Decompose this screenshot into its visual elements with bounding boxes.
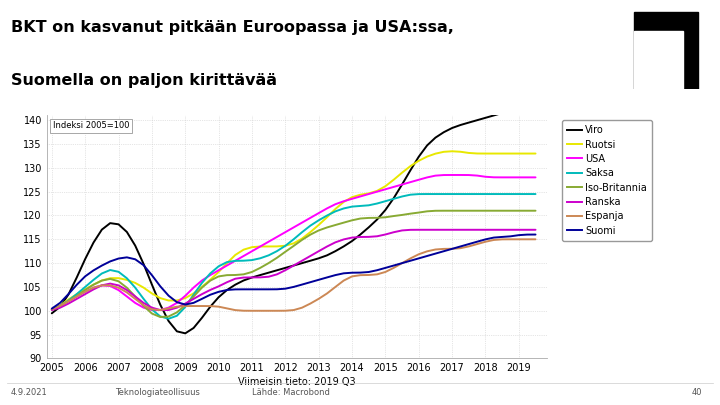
USA bbox=[97, 283, 106, 288]
Espanja bbox=[64, 299, 73, 304]
Saksa bbox=[306, 223, 315, 228]
Iso-Britannia bbox=[64, 299, 73, 304]
Suomi bbox=[48, 306, 56, 311]
USA bbox=[48, 307, 56, 312]
Viro bbox=[64, 292, 73, 297]
Suomi bbox=[397, 261, 406, 266]
Line: Viro: Viro bbox=[52, 104, 536, 333]
Espanja bbox=[531, 237, 540, 242]
Ranska bbox=[97, 283, 106, 288]
Ruotsi bbox=[297, 236, 306, 241]
Saksa bbox=[97, 271, 106, 276]
Suomi bbox=[173, 300, 181, 305]
Ranska bbox=[122, 288, 131, 292]
Suomi bbox=[64, 292, 73, 296]
Line: Espanja: Espanja bbox=[52, 239, 536, 311]
Iso-Britannia bbox=[406, 211, 415, 216]
Line: USA: USA bbox=[52, 175, 536, 310]
Iso-Britannia bbox=[122, 285, 131, 290]
Viro bbox=[122, 230, 131, 234]
Saksa bbox=[406, 192, 415, 197]
Ranska bbox=[297, 258, 306, 263]
Ruotsi bbox=[122, 277, 131, 282]
Ruotsi bbox=[64, 297, 73, 302]
Iso-Britannia bbox=[181, 303, 189, 308]
USA bbox=[531, 175, 540, 180]
Viro bbox=[306, 258, 315, 263]
Ruotsi bbox=[448, 149, 456, 154]
Espanja bbox=[306, 301, 315, 306]
Text: BKT on kasvanut pitkään Euroopassa ja USA:ssa,: BKT on kasvanut pitkään Euroopassa ja US… bbox=[11, 20, 454, 35]
Saksa bbox=[181, 305, 189, 309]
USA bbox=[181, 293, 189, 298]
USA bbox=[448, 173, 456, 177]
Espanja bbox=[406, 256, 415, 261]
Text: 40: 40 bbox=[691, 388, 702, 396]
Ranska bbox=[397, 228, 406, 233]
Viro bbox=[173, 329, 181, 334]
Text: Teknologiateollisuus: Teknologiateollisuus bbox=[115, 388, 200, 396]
Ruotsi bbox=[173, 298, 181, 303]
Ruotsi bbox=[97, 278, 106, 283]
Saksa bbox=[122, 276, 131, 281]
Ruotsi bbox=[531, 151, 540, 156]
X-axis label: Viimeisin tieto: 2019 Q3: Viimeisin tieto: 2019 Q3 bbox=[238, 377, 356, 388]
Iso-Britannia bbox=[48, 307, 56, 312]
USA bbox=[122, 294, 131, 299]
Suomi bbox=[97, 263, 106, 268]
Iso-Britannia bbox=[156, 315, 165, 320]
Ranska bbox=[531, 227, 540, 232]
Ruotsi bbox=[397, 170, 406, 175]
Espanja bbox=[173, 304, 181, 309]
Espanja bbox=[122, 290, 131, 295]
Suomi bbox=[122, 255, 131, 260]
Line: Ranska: Ranska bbox=[52, 230, 536, 310]
USA bbox=[306, 215, 315, 220]
Saksa bbox=[431, 192, 440, 196]
Line: Suomi: Suomi bbox=[52, 234, 536, 309]
Saksa bbox=[48, 307, 56, 312]
Line: Iso-Britannia: Iso-Britannia bbox=[52, 211, 536, 317]
Viro bbox=[48, 311, 56, 316]
Ranska bbox=[64, 301, 73, 306]
Ranska bbox=[173, 305, 181, 310]
Suomi bbox=[531, 232, 540, 237]
Viro bbox=[531, 102, 540, 107]
Iso-Britannia bbox=[306, 232, 315, 237]
Line: Saksa: Saksa bbox=[52, 194, 536, 319]
Espanja bbox=[256, 308, 265, 313]
Viro bbox=[406, 168, 415, 173]
Viro bbox=[181, 331, 189, 336]
USA bbox=[64, 299, 73, 304]
USA bbox=[148, 307, 156, 312]
Line: Ruotsi: Ruotsi bbox=[52, 151, 536, 309]
Espanja bbox=[97, 283, 106, 288]
Legend: Viro, Ruotsi, USA, Saksa, Iso-Britannia, Ranska, Espanja, Suomi: Viro, Ruotsi, USA, Saksa, Iso-Britannia,… bbox=[562, 120, 652, 241]
Saksa bbox=[164, 316, 173, 321]
Text: 4.9.2021: 4.9.2021 bbox=[11, 388, 48, 396]
Espanja bbox=[48, 307, 56, 312]
Espanja bbox=[515, 237, 523, 242]
Text: Indeksi 2005=100: Indeksi 2005=100 bbox=[53, 122, 130, 130]
Text: Suomella on paljon kirittävää: Suomella on paljon kirittävää bbox=[11, 73, 276, 88]
Saksa bbox=[64, 298, 73, 303]
Suomi bbox=[297, 282, 306, 287]
Iso-Britannia bbox=[97, 278, 106, 283]
Ruotsi bbox=[48, 307, 56, 312]
Iso-Britannia bbox=[531, 208, 540, 213]
Viro bbox=[97, 227, 106, 232]
Text: Lähde: Macrobond: Lähde: Macrobond bbox=[252, 388, 330, 396]
Ranska bbox=[48, 307, 56, 312]
Saksa bbox=[531, 192, 540, 196]
USA bbox=[406, 180, 415, 185]
Iso-Britannia bbox=[448, 208, 456, 213]
Bar bbox=[634, 31, 683, 89]
Ranska bbox=[423, 227, 431, 232]
